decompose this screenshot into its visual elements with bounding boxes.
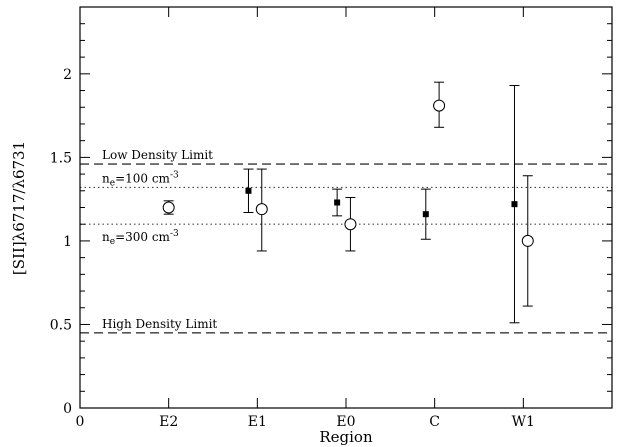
marker-square-3: [511, 201, 518, 208]
x-tick-label-3: E0: [336, 414, 355, 430]
x-tick-label-0: 0: [76, 414, 85, 430]
x-tick-label-5: W1: [512, 414, 535, 430]
marker-square-0: [245, 187, 252, 194]
x-axis-title: Region: [319, 428, 373, 446]
y-tick-label-3: 1.5: [50, 150, 72, 166]
reference-label-3: High Density Limit: [102, 317, 217, 331]
axis-ticks: 0 0.5 1 1.5 2 0 E2 E1 E0 C W1: [50, 6, 612, 430]
x-tick-label-2: E1: [248, 414, 267, 430]
marker-square-2: [422, 211, 429, 218]
reference-label-1: ne=100 cm-3: [102, 170, 179, 188]
marker-circle-3: [433, 99, 446, 112]
y-tick-label-1: 0.5: [50, 317, 72, 333]
x-tick-label-4: C: [429, 414, 440, 430]
y-tick-label-0: 0: [63, 401, 72, 417]
x-tick-label-1: E2: [159, 414, 178, 430]
marker-circle-0: [162, 201, 175, 214]
y-tick-label-4: 2: [63, 67, 72, 83]
data-points: [162, 99, 534, 247]
marker-circle-2: [344, 218, 357, 231]
error-bars: [163, 81, 533, 324]
marker-circle-4: [521, 234, 534, 247]
y-tick-label-2: 1: [63, 234, 72, 250]
marker-circle-1: [255, 203, 268, 216]
reference-label-0: Low Density Limit: [102, 148, 213, 162]
reference-label-2: ne=300 cm-3: [102, 229, 179, 247]
plot-frame: [79, 6, 613, 409]
marker-square-1: [334, 199, 341, 206]
y-axis-title: [SII]λ6717/λ6731: [10, 141, 28, 275]
